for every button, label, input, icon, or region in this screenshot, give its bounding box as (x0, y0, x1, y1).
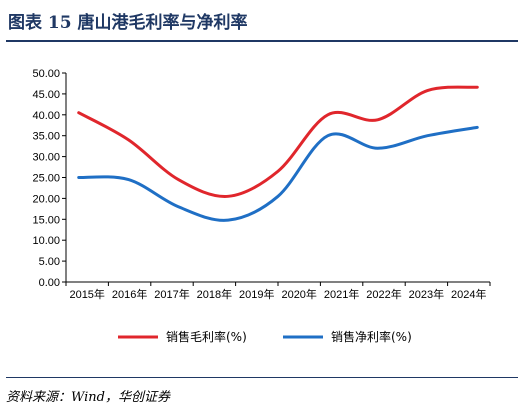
line-chart: 0.00 5.00 10.00 15.00 20.00 25.00 30.00 35.00 40… (32, 68, 491, 344)
x-tick-label: 2023年 (409, 287, 444, 301)
x-tick-label: 2016年 (112, 287, 147, 301)
y-tick-label: 45.00 (32, 89, 60, 101)
y-tick-label: 50.00 (32, 68, 60, 80)
x-tick-label: 2017年 (154, 287, 189, 301)
y-tick-label: 0.00 (39, 277, 60, 289)
y-tick-label: 25.00 (32, 173, 60, 185)
y-tick-label: 5.00 (39, 256, 60, 268)
y-tick-label: 10.00 (32, 235, 60, 247)
legend-label: 销售净利率(%) (331, 329, 412, 344)
x-tick-label: 2018年 (197, 287, 232, 301)
y-tick-label: 40.00 (32, 110, 60, 122)
figure-title: 图表 15 唐山港毛利率与净利率 (8, 13, 248, 33)
source-note: 资料来源：Wind，华创证券 (6, 390, 170, 405)
y-tick-label: 20.00 (32, 193, 60, 205)
figure-header: 图表 15 唐山港毛利率与净利率 (6, 4, 518, 42)
legend-label: 销售毛利率(%) (166, 329, 247, 344)
x-tick-label: 2024年 (451, 287, 486, 301)
x-tick-label: 2021年 (324, 287, 359, 301)
source-divider (6, 377, 518, 378)
series-line-gross-margin (77, 85, 479, 198)
y-tick-label: 15.00 (32, 214, 60, 226)
x-tick-label: 2022年 (366, 287, 401, 301)
y-tick-label: 35.00 (32, 131, 60, 143)
title-underline (6, 40, 518, 42)
series-line-net-margin (77, 125, 479, 222)
x-tick-label: 2020年 (281, 287, 316, 301)
x-tick-label: 2015年 (69, 287, 104, 301)
x-tick-label: 2019年 (239, 287, 274, 301)
y-tick-label: 30.00 (32, 152, 60, 164)
